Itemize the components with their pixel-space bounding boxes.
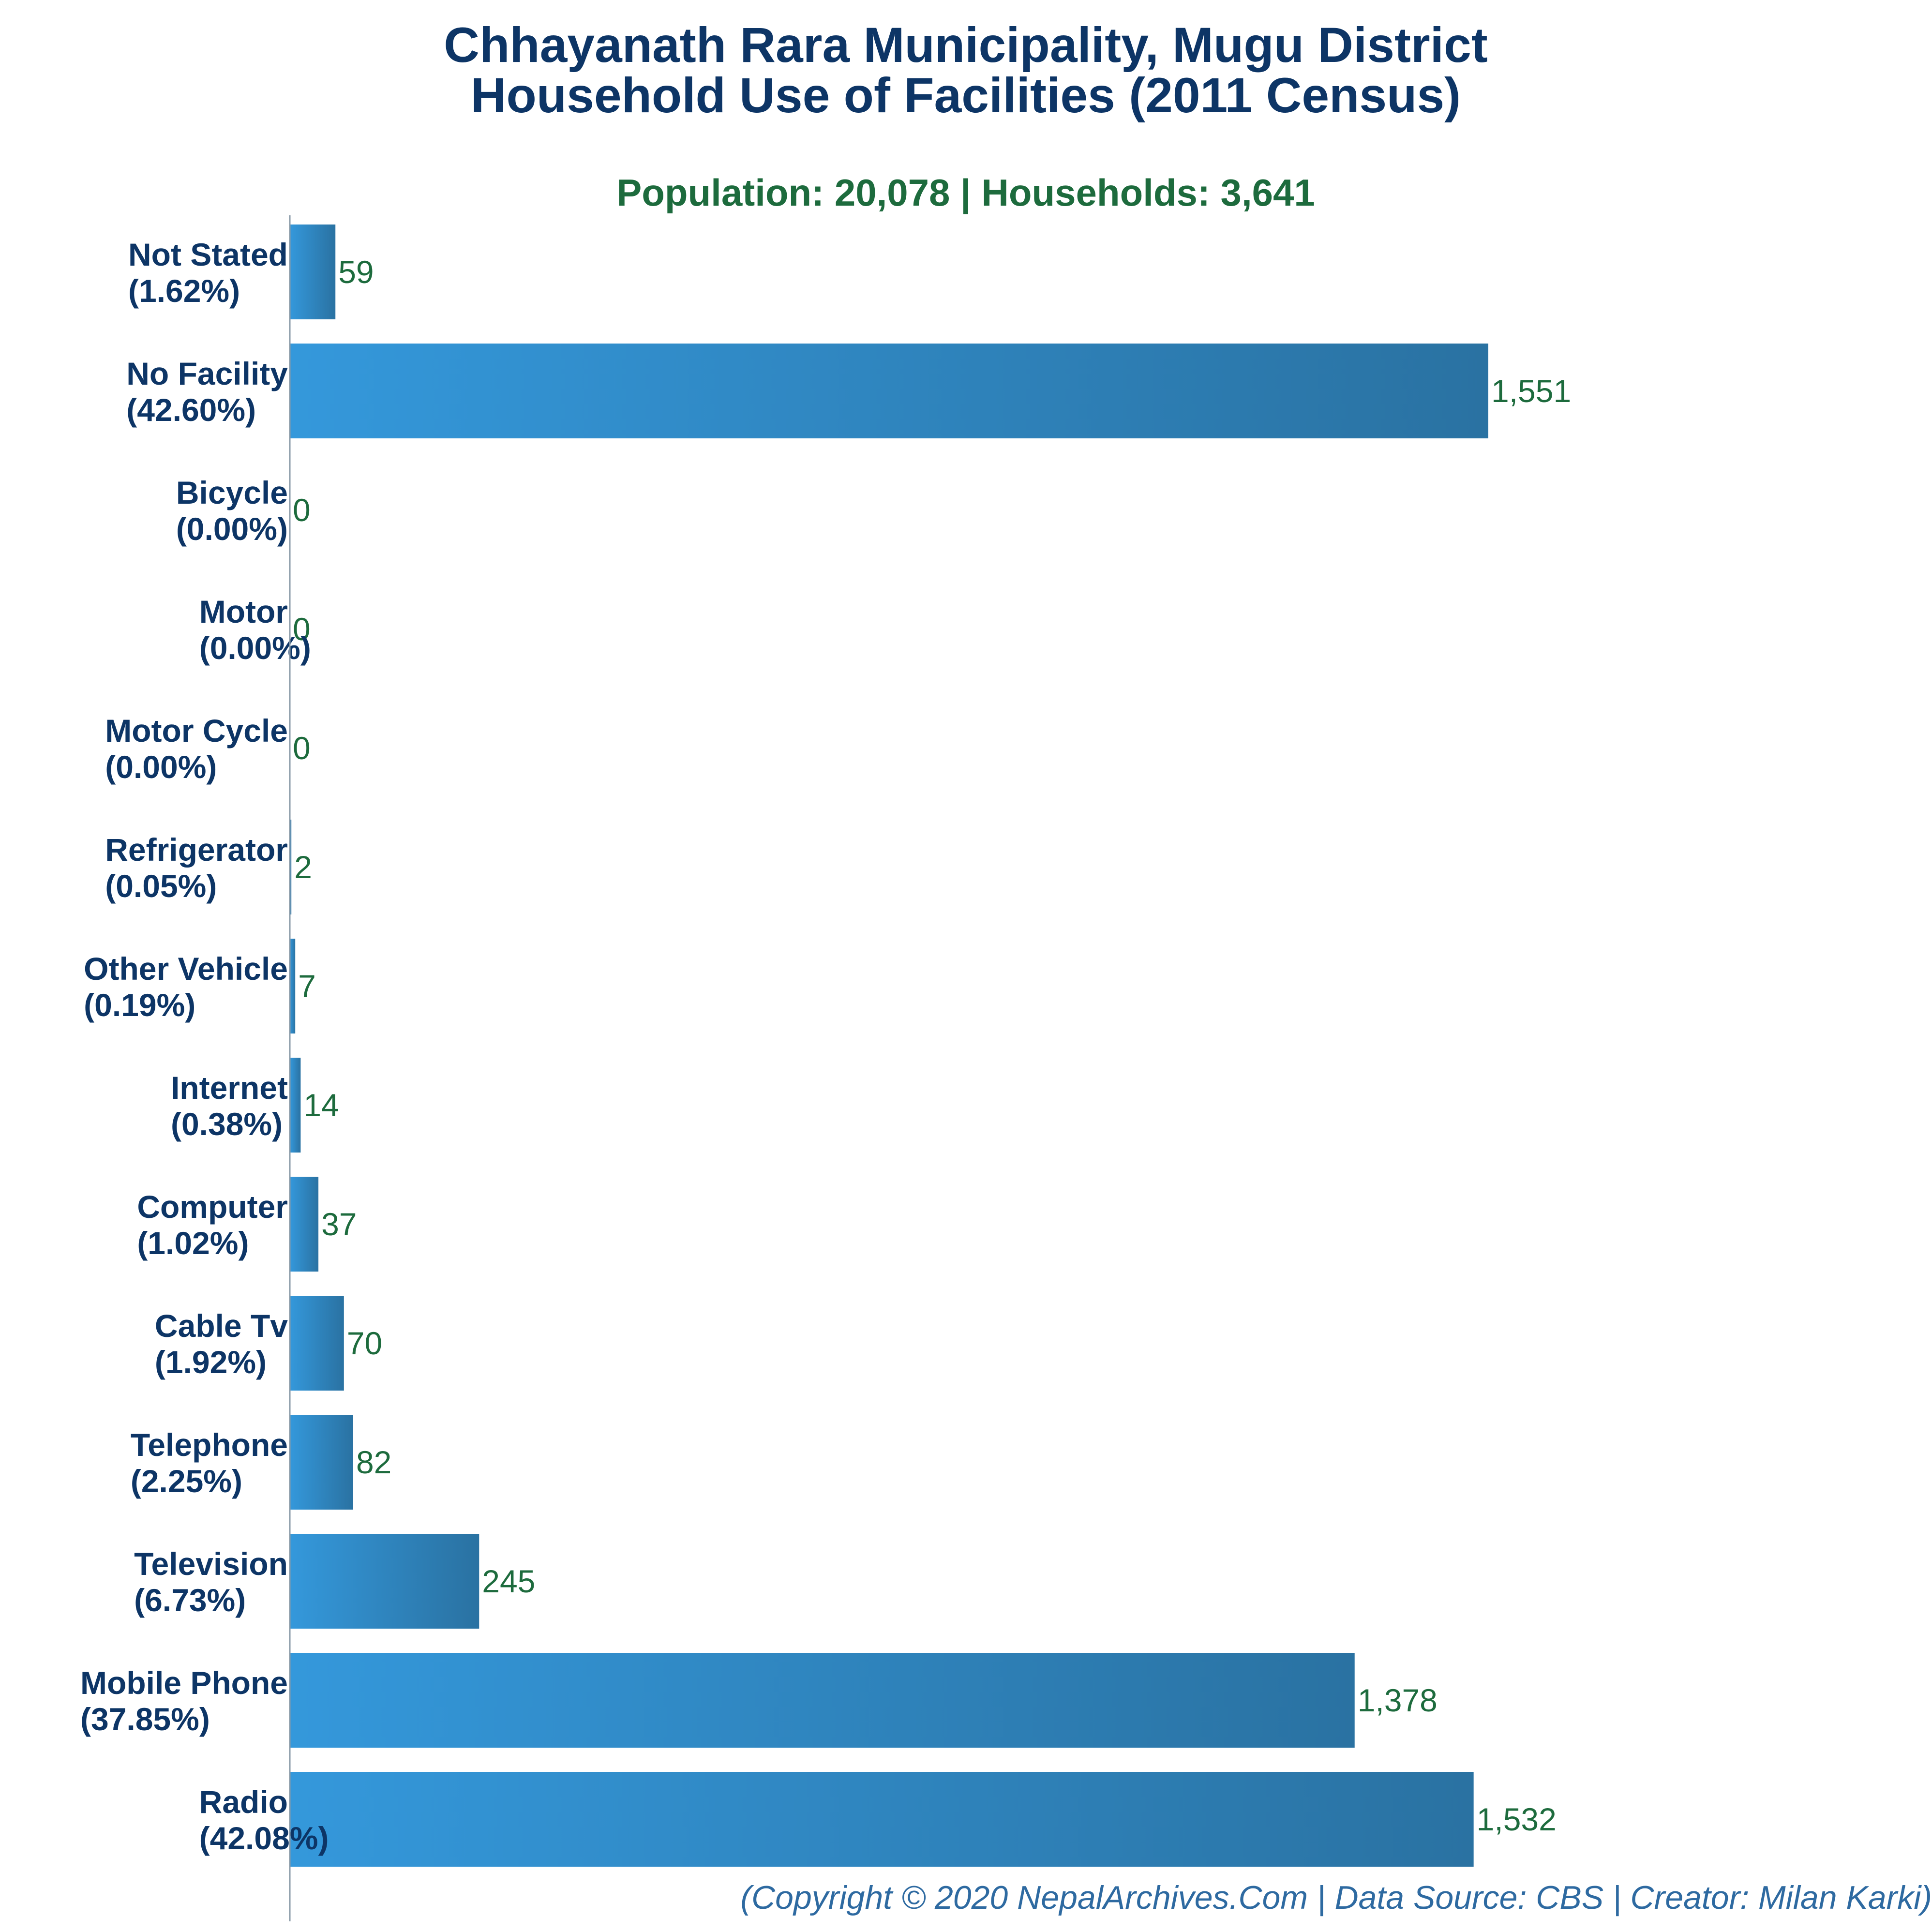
category-label-bicycle: Bicycle [176,475,288,510]
category-pct-not-stated: (1.62%) [128,273,240,309]
category-label-not-stated: Not Stated [128,237,288,272]
category-label-telephone: Telephone [131,1427,288,1463]
bar-cable-tv [290,1296,344,1391]
category-pct-no-facility: (42.60%) [126,392,256,428]
category-label-radio: Radio [199,1784,288,1820]
category-pct-computer: (1.02%) [137,1225,249,1261]
category-pct-television: (6.73%) [134,1582,246,1618]
value-label-television: 245 [482,1563,535,1599]
value-label-motor-cycle: 0 [293,730,311,766]
category-pct-radio: (42.08%) [199,1820,329,1856]
category-pct-motor-cycle: (0.00%) [105,749,217,785]
category-label-motor-cycle: Motor Cycle [105,713,288,749]
value-label-no-facility: 1,551 [1491,373,1571,409]
category-pct-cable-tv: (1.92%) [155,1344,267,1380]
category-pct-motor: (0.00%) [199,630,311,666]
bar-mobile-phone [290,1653,1355,1748]
category-label-other-vehicle: Other Vehicle [84,951,288,987]
category-pct-other-vehicle: (0.19%) [84,987,195,1023]
category-label-computer: Computer [137,1189,288,1225]
category-labels-group: Not Stated(1.62%) No Facility(42.60%) Bicy… [80,237,329,1856]
category-label-mobile-phone: Mobile Phone [80,1665,288,1701]
category-label-motor: Motor [199,594,288,629]
category-label-internet: Internet [171,1070,288,1106]
chart-title-line-2: Household Use of Facilities (2011 Census… [471,68,1461,123]
chart-subtitle: Population: 20,078 | Households: 3,641 [616,171,1315,214]
bar-no-facility [290,344,1488,438]
category-pct-mobile-phone: (37.85%) [80,1701,210,1737]
category-label-refrigerator: Refrigerator [105,832,288,868]
bar-television [290,1534,479,1629]
category-pct-telephone: (2.25%) [131,1463,242,1499]
category-pct-internet: (0.38%) [171,1106,283,1142]
value-label-motor: 0 [293,611,311,647]
chart-title-line-1: Chhayanath Rara Municipality, Mugu Distr… [444,17,1487,73]
category-label-cable-tv: Cable Tv [155,1308,288,1344]
value-label-radio: 1,532 [1477,1801,1557,1837]
bar-telephone [290,1415,353,1510]
value-label-refrigerator: 2 [294,849,312,885]
bar-internet [290,1058,301,1153]
value-labels-group: 59 1,551 0 0 0 2 7 14 37 70 82 245 1,378 1,532 [293,254,1571,1837]
value-label-not-stated: 59 [338,254,374,290]
category-label-no-facility: No Facility [126,356,288,391]
value-label-other-vehicle: 7 [298,968,316,1004]
value-label-telephone: 82 [356,1444,391,1480]
bar-refrigerator [290,820,292,914]
value-label-computer: 37 [321,1206,357,1242]
value-label-bicycle: 0 [293,492,311,528]
bar-computer [290,1177,319,1272]
bar-not-stated [290,225,336,319]
bar-radio [290,1772,1474,1867]
value-label-cable-tv: 70 [347,1325,382,1361]
category-pct-refrigerator: (0.05%) [105,868,217,904]
bars-group [290,225,1488,1867]
bar-other-vehicle [290,939,296,1033]
value-label-internet: 14 [303,1087,339,1123]
footer-credit: (Copyright © 2020 NepalArchives.Com | Da… [740,1879,1932,1916]
category-label-television: Television [134,1546,288,1582]
category-pct-bicycle: (0.00%) [176,511,288,547]
value-label-mobile-phone: 1,378 [1358,1682,1438,1718]
